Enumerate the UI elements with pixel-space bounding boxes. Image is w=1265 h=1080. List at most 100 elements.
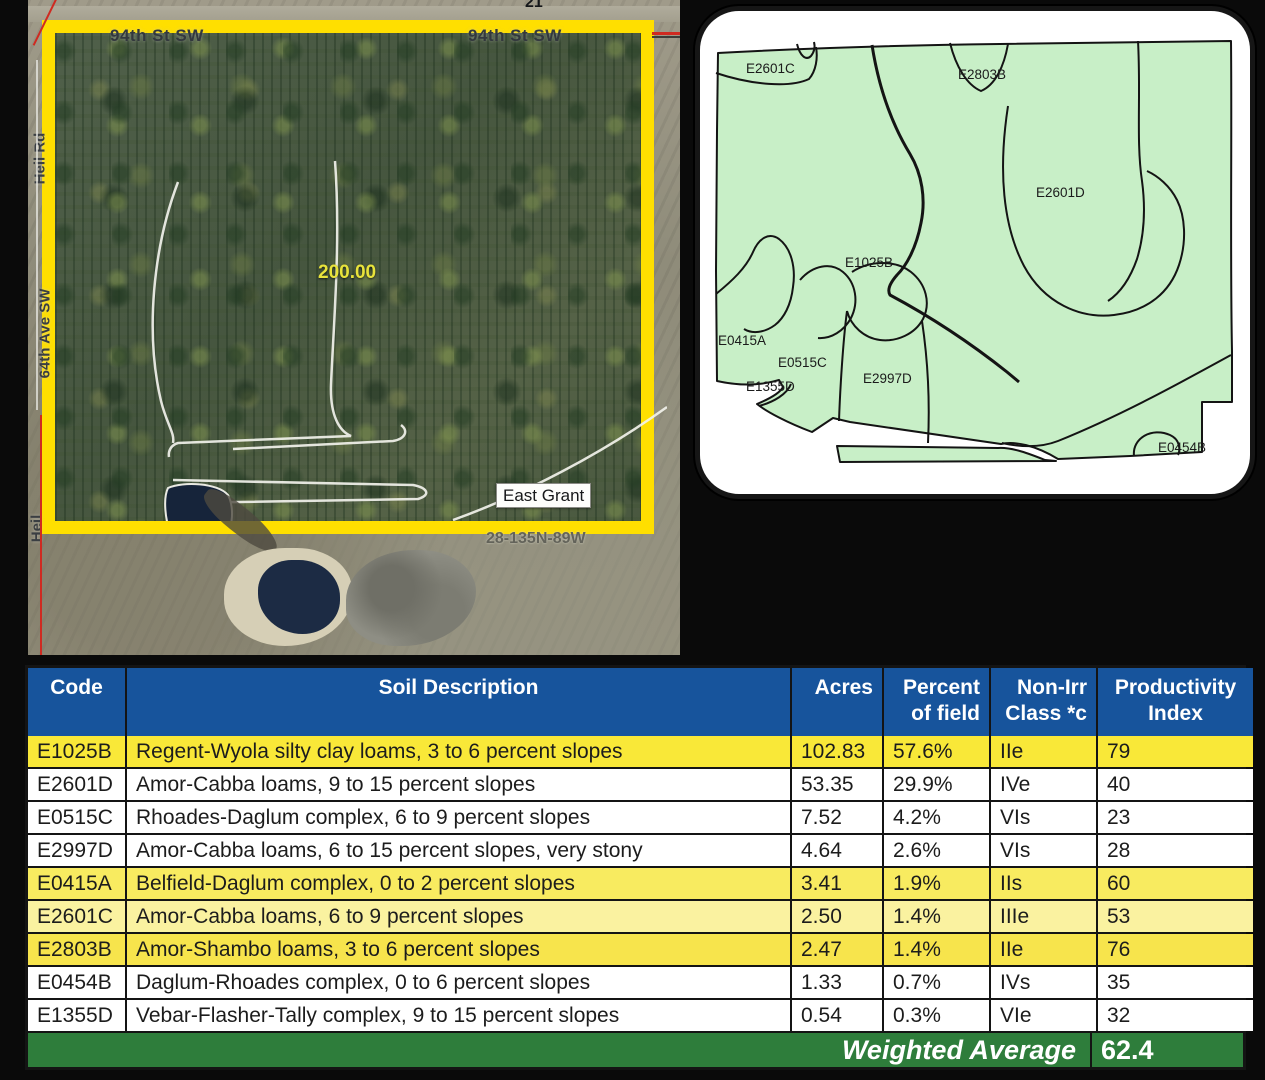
cell-percent: 1.9% [884, 868, 989, 899]
cell-productivity-index: 79 [1098, 736, 1253, 767]
cell-description: Amor-Cabba loams, 6 to 15 percent slopes… [127, 835, 790, 866]
cell-description: Amor-Cabba loams, 9 to 15 percent slopes [127, 769, 790, 800]
section-line-left [40, 415, 42, 655]
cell-acres: 7.52 [792, 802, 882, 833]
cell-nonirr-class: IIe [991, 736, 1096, 767]
cell-percent: 0.3% [884, 1000, 989, 1031]
road-94th-st [28, 6, 680, 22]
cell-acres: 102.83 [792, 736, 882, 767]
aerial-photo-panel: 94th St SW 94th St SW 21 200.00 East Gra… [28, 0, 680, 655]
table-row: E1025B Regent-Wyola silty clay loams, 3 … [28, 736, 1253, 767]
cell-description: Vebar-Flasher-Tally complex, 9 to 15 per… [127, 1000, 790, 1031]
weighted-average-value: 62.4 [1092, 1033, 1243, 1067]
cell-code: E1025B [28, 736, 125, 767]
soils-table: Code Soil Description Acres Percent of f… [25, 665, 1253, 1070]
map-label-e0454b: E0454B [1158, 440, 1206, 455]
map-label-e1355d: E1355D [746, 379, 795, 394]
cell-percent: 4.2% [884, 802, 989, 833]
cell-productivity-index: 28 [1098, 835, 1253, 866]
cell-nonirr-class: IVs [991, 967, 1096, 998]
soil-map-card: E2601C E2803B E2601D E1025B E0415A E0515… [695, 6, 1255, 499]
cell-percent: 57.6% [884, 736, 989, 767]
cell-code: E2997D [28, 835, 125, 866]
table-header-row: Code Soil Description Acres Percent of f… [28, 668, 1253, 736]
cell-productivity-index: 23 [1098, 802, 1253, 833]
cell-productivity-index: 76 [1098, 934, 1253, 965]
cell-acres: 3.41 [792, 868, 882, 899]
map-label-e2997d: E2997D [863, 371, 912, 386]
cell-code: E0515C [28, 802, 125, 833]
plss-label: 28-135N-89W [486, 530, 586, 547]
table-row: E0415A Belfield-Daglum complex, 0 to 2 p… [28, 868, 1253, 899]
map-label-e1025b: E1025B [845, 255, 893, 270]
weighted-average-label: Weighted Average [28, 1033, 1090, 1067]
cell-productivity-index: 60 [1098, 868, 1253, 899]
road-label-94th-right: 94th St SW [468, 26, 562, 45]
cell-acres: 53.35 [792, 769, 882, 800]
road-label-heil-rd: Heil Rd [31, 132, 49, 185]
road-edge-left [36, 60, 38, 410]
cell-code: E2601D [28, 769, 125, 800]
cell-code: E2803B [28, 934, 125, 965]
road-label-94th-left: 94th St SW [110, 26, 204, 45]
cell-percent: 29.9% [884, 769, 989, 800]
cell-nonirr-class: VIe [991, 1000, 1096, 1031]
header-code: Code [28, 668, 125, 736]
weighted-average-row: Weighted Average 62.4 [28, 1033, 1243, 1067]
header-soil-description: Soil Description [127, 668, 790, 736]
table-row: E1355D Vebar-Flasher-Tally complex, 9 to… [28, 1000, 1253, 1031]
road-line-right-dark [652, 36, 680, 38]
header-percent-line1: Percent [902, 676, 980, 699]
cell-description: Regent-Wyola silty clay loams, 3 to 6 pe… [127, 736, 790, 767]
header-class-line2: Class *c [1005, 701, 1087, 725]
pond-shore [224, 548, 352, 646]
pond-water [258, 560, 340, 634]
cell-productivity-index: 32 [1098, 1000, 1253, 1031]
cell-description: Daglum-Rhoades complex, 0 to 6 percent s… [127, 967, 790, 998]
cell-percent: 1.4% [884, 934, 989, 965]
cell-description: Rhoades-Daglum complex, 6 to 9 percent s… [127, 802, 790, 833]
header-index-line1: Productivity [1114, 676, 1237, 699]
header-class-line1: Non-Irr [1017, 676, 1087, 699]
header-productivity-index: Productivity Index [1098, 668, 1253, 736]
cell-description: Belfield-Daglum complex, 0 to 2 percent … [127, 868, 790, 899]
map-label-e0515c: E0515C [778, 355, 827, 370]
map-label-e0415a: E0415A [718, 333, 766, 348]
table-row: E2601C Amor-Cabba loams, 6 to 9 percent … [28, 901, 1253, 932]
map-label-e2601c: E2601C [746, 61, 795, 76]
cell-code: E2601C [28, 901, 125, 932]
header-percent-line2: of field [911, 701, 980, 725]
cell-acres: 4.64 [792, 835, 882, 866]
table-row: E2601D Amor-Cabba loams, 9 to 15 percent… [28, 769, 1253, 800]
header-non-irr-class: Non-Irr Class *c [991, 668, 1096, 736]
table-body: E1025B Regent-Wyola silty clay loams, 3 … [28, 736, 1253, 1031]
cell-acres: 0.54 [792, 1000, 882, 1031]
road-line-right [652, 32, 680, 35]
field-acreage-label: 200.00 [318, 262, 377, 283]
table-row: E2803B Amor-Shambo loams, 3 to 6 percent… [28, 934, 1253, 965]
road-label-64th-ave: 64th Ave SW [36, 288, 54, 379]
cell-percent: 1.4% [884, 901, 989, 932]
soil-polygon-map: E2601C E2803B E2601D E1025B E0415A E0515… [715, 40, 1233, 463]
cell-nonirr-class: IIIe [991, 901, 1096, 932]
map-label-e2803b: E2803B [958, 67, 1006, 82]
cell-nonirr-class: IIs [991, 868, 1096, 899]
alkali-patch [346, 550, 476, 646]
cell-acres: 1.33 [792, 967, 882, 998]
cell-code: E1355D [28, 1000, 125, 1031]
cell-description: Amor-Shambo loams, 3 to 6 percent slopes [127, 934, 790, 965]
header-percent-of-field: Percent of field [884, 668, 989, 736]
section-number-label: 21 [525, 0, 543, 11]
table-row: E0515C Rhoades-Daglum complex, 6 to 9 pe… [28, 802, 1253, 833]
cell-description: Amor-Cabba loams, 6 to 9 percent slopes [127, 901, 790, 932]
header-acres: Acres [792, 668, 882, 736]
table-row: E2997D Amor-Cabba loams, 6 to 15 percent… [28, 835, 1253, 866]
cell-nonirr-class: VIs [991, 802, 1096, 833]
cell-nonirr-class: IIe [991, 934, 1096, 965]
cell-productivity-index: 40 [1098, 769, 1253, 800]
header-index-line2: Index [1148, 701, 1203, 725]
cell-nonirr-class: VIs [991, 835, 1096, 866]
cell-code: E0415A [28, 868, 125, 899]
cell-productivity-index: 53 [1098, 901, 1253, 932]
cell-percent: 2.6% [884, 835, 989, 866]
